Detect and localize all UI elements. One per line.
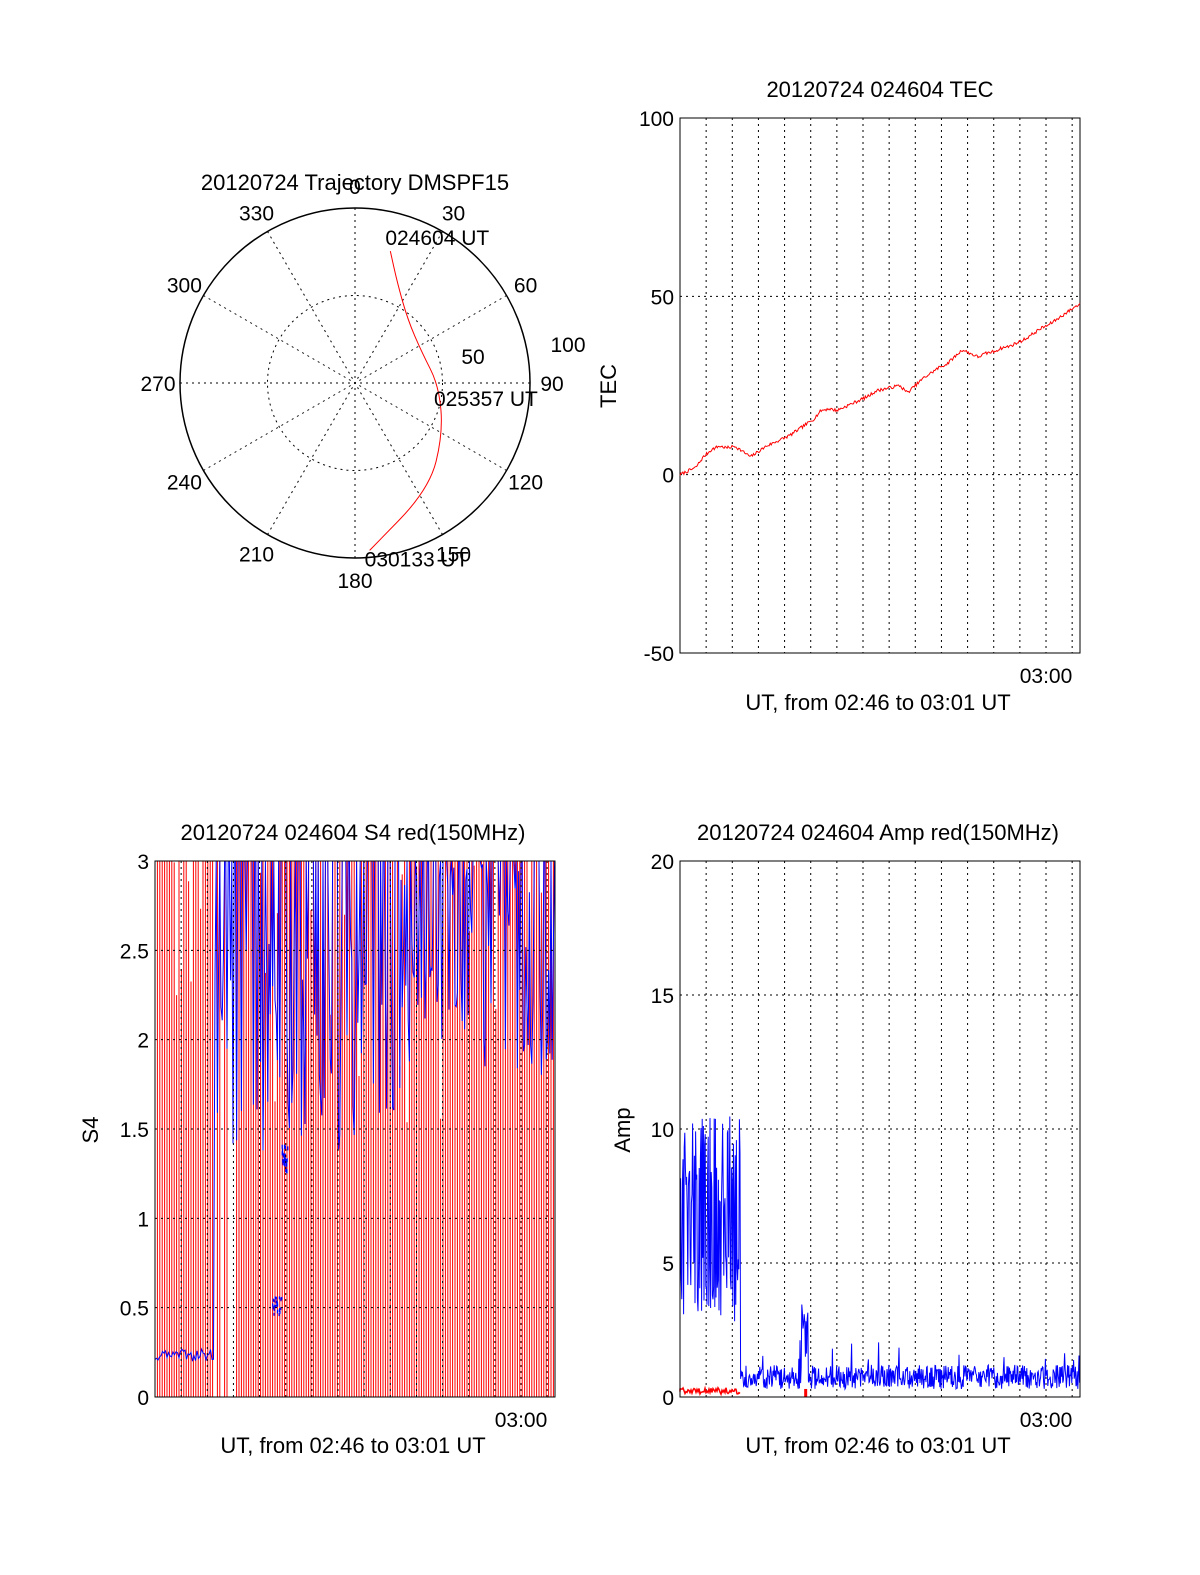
tec-y-tick-label: 0 — [662, 465, 674, 488]
tec-grid — [680, 118, 1080, 653]
tec-y-tick-label: -50 — [644, 643, 674, 666]
s4-x-ticks: 03:00 — [495, 1409, 548, 1432]
amp-y-tick-label: 5 — [662, 1253, 674, 1276]
polar-angle-label: 120 — [508, 472, 543, 495]
polar-plot: 20120724 Trajectory DMSPF15 0 30 60 90 120 15… — [140, 170, 585, 593]
polar-angle-label: 330 — [239, 202, 274, 225]
amp-grid — [680, 861, 1080, 1397]
polar-angle-label: 300 — [167, 275, 202, 298]
polar-angle-label: 210 — [239, 544, 274, 567]
s4-x-label: UT, from 02:46 to 03:01 UT — [220, 1433, 485, 1458]
s4-plot: 20120724 024604 S4 red(150MHz) 0 0.5 1 1.5 2… — [78, 820, 556, 1458]
s4-x-tick-label: 03:00 — [495, 1409, 548, 1432]
polar-angle-label: 150 — [436, 544, 471, 567]
tec-x-ticks: 03:00 — [1020, 665, 1073, 688]
tec-x-tick-label: 03:00 — [1020, 665, 1073, 688]
s4-y-tick-label: 1 — [137, 1208, 149, 1231]
amp-x-label: UT, from 02:46 to 03:01 UT — [745, 1433, 1010, 1458]
s4-grid — [155, 861, 555, 1397]
polar-radius-labels: 50 100 — [461, 334, 585, 369]
polar-time-label: 030133 UT — [365, 548, 469, 571]
polar-inner-circle — [267, 295, 443, 471]
amp-x-ticks: 03:00 — [1020, 1409, 1073, 1432]
amp-series — [679, 1116, 1081, 1397]
amp-y-tick-label: 10 — [651, 1119, 674, 1142]
polar-angle-label: 240 — [167, 472, 202, 495]
polar-angle-label: 270 — [140, 373, 175, 396]
s4-y-tick-label: 3 — [137, 851, 149, 874]
tec-y-label: TEC — [596, 364, 621, 408]
amp-blue-series — [679, 1116, 1081, 1391]
polar-series: 024604 UT 025357 UT 030133 UT — [365, 227, 538, 571]
polar-radius-label: 100 — [550, 334, 585, 357]
tec-series-line — [679, 303, 1081, 476]
polar-angle-label: 30 — [442, 202, 465, 225]
amp-plot: 20120724 024604 Amp red(150MHz) 0 5 10 15 20… — [610, 820, 1081, 1458]
amp-title: 20120724 024604 Amp red(150MHz) — [697, 820, 1059, 845]
s4-y-label: S4 — [78, 1117, 103, 1144]
amp-y-label: Amp — [610, 1107, 635, 1152]
tec-y-tick-label: 50 — [651, 286, 674, 309]
polar-angle-label: 90 — [540, 373, 563, 396]
tec-series — [679, 303, 1081, 476]
polar-spoke-150 — [267, 231, 443, 535]
polar-angle-label: 0 — [349, 176, 361, 199]
polar-grid — [179, 207, 531, 559]
polar-angle-labels: 0 30 60 90 120 150 180 210 240 270 300 330 — [140, 176, 563, 593]
s4-y-tick-label: 1.5 — [120, 1119, 149, 1142]
polar-angle-label: 180 — [337, 570, 372, 593]
polar-trajectory-line — [369, 251, 442, 551]
s4-y-tick-label: 0 — [137, 1387, 149, 1410]
tec-title: 20120724 024604 TEC — [766, 77, 993, 102]
polar-angle-label: 60 — [514, 275, 537, 298]
s4-title: 20120724 024604 S4 red(150MHz) — [181, 820, 526, 845]
polar-time-label: 024604 UT — [385, 227, 489, 250]
amp-y-tick-label: 15 — [651, 985, 674, 1008]
tec-frame — [679, 117, 1081, 654]
tec-x-label: UT, from 02:46 to 03:01 UT — [745, 690, 1010, 715]
amp-y-tick-label: 0 — [662, 1387, 674, 1410]
amp-red-series — [679, 1385, 741, 1397]
s4-y-tick-label: 0.5 — [120, 1298, 149, 1321]
polar-radius-label: 50 — [461, 346, 484, 369]
amp-y-ticks: 0 5 10 15 20 — [651, 851, 674, 1410]
polar-time-label: 025357 UT — [434, 388, 538, 411]
s4-y-tick-label: 2 — [137, 1030, 149, 1053]
amp-red-blip — [804, 1388, 808, 1397]
amp-y-tick-label: 20 — [651, 851, 674, 874]
tec-y-tick-label: 100 — [639, 108, 674, 131]
polar-title: 20120724 Trajectory DMSPF15 — [201, 170, 509, 195]
s4-y-ticks: 0 0.5 1 1.5 2 2.5 3 — [120, 851, 149, 1410]
amp-x-tick-label: 03:00 — [1020, 1409, 1073, 1432]
tec-y-ticks: -50 0 50 100 — [639, 108, 674, 666]
s4-y-tick-label: 2.5 — [120, 940, 149, 963]
amp-frame — [679, 860, 1081, 1398]
s4-frame — [154, 860, 556, 1398]
s4-blue-series — [154, 860, 556, 1362]
